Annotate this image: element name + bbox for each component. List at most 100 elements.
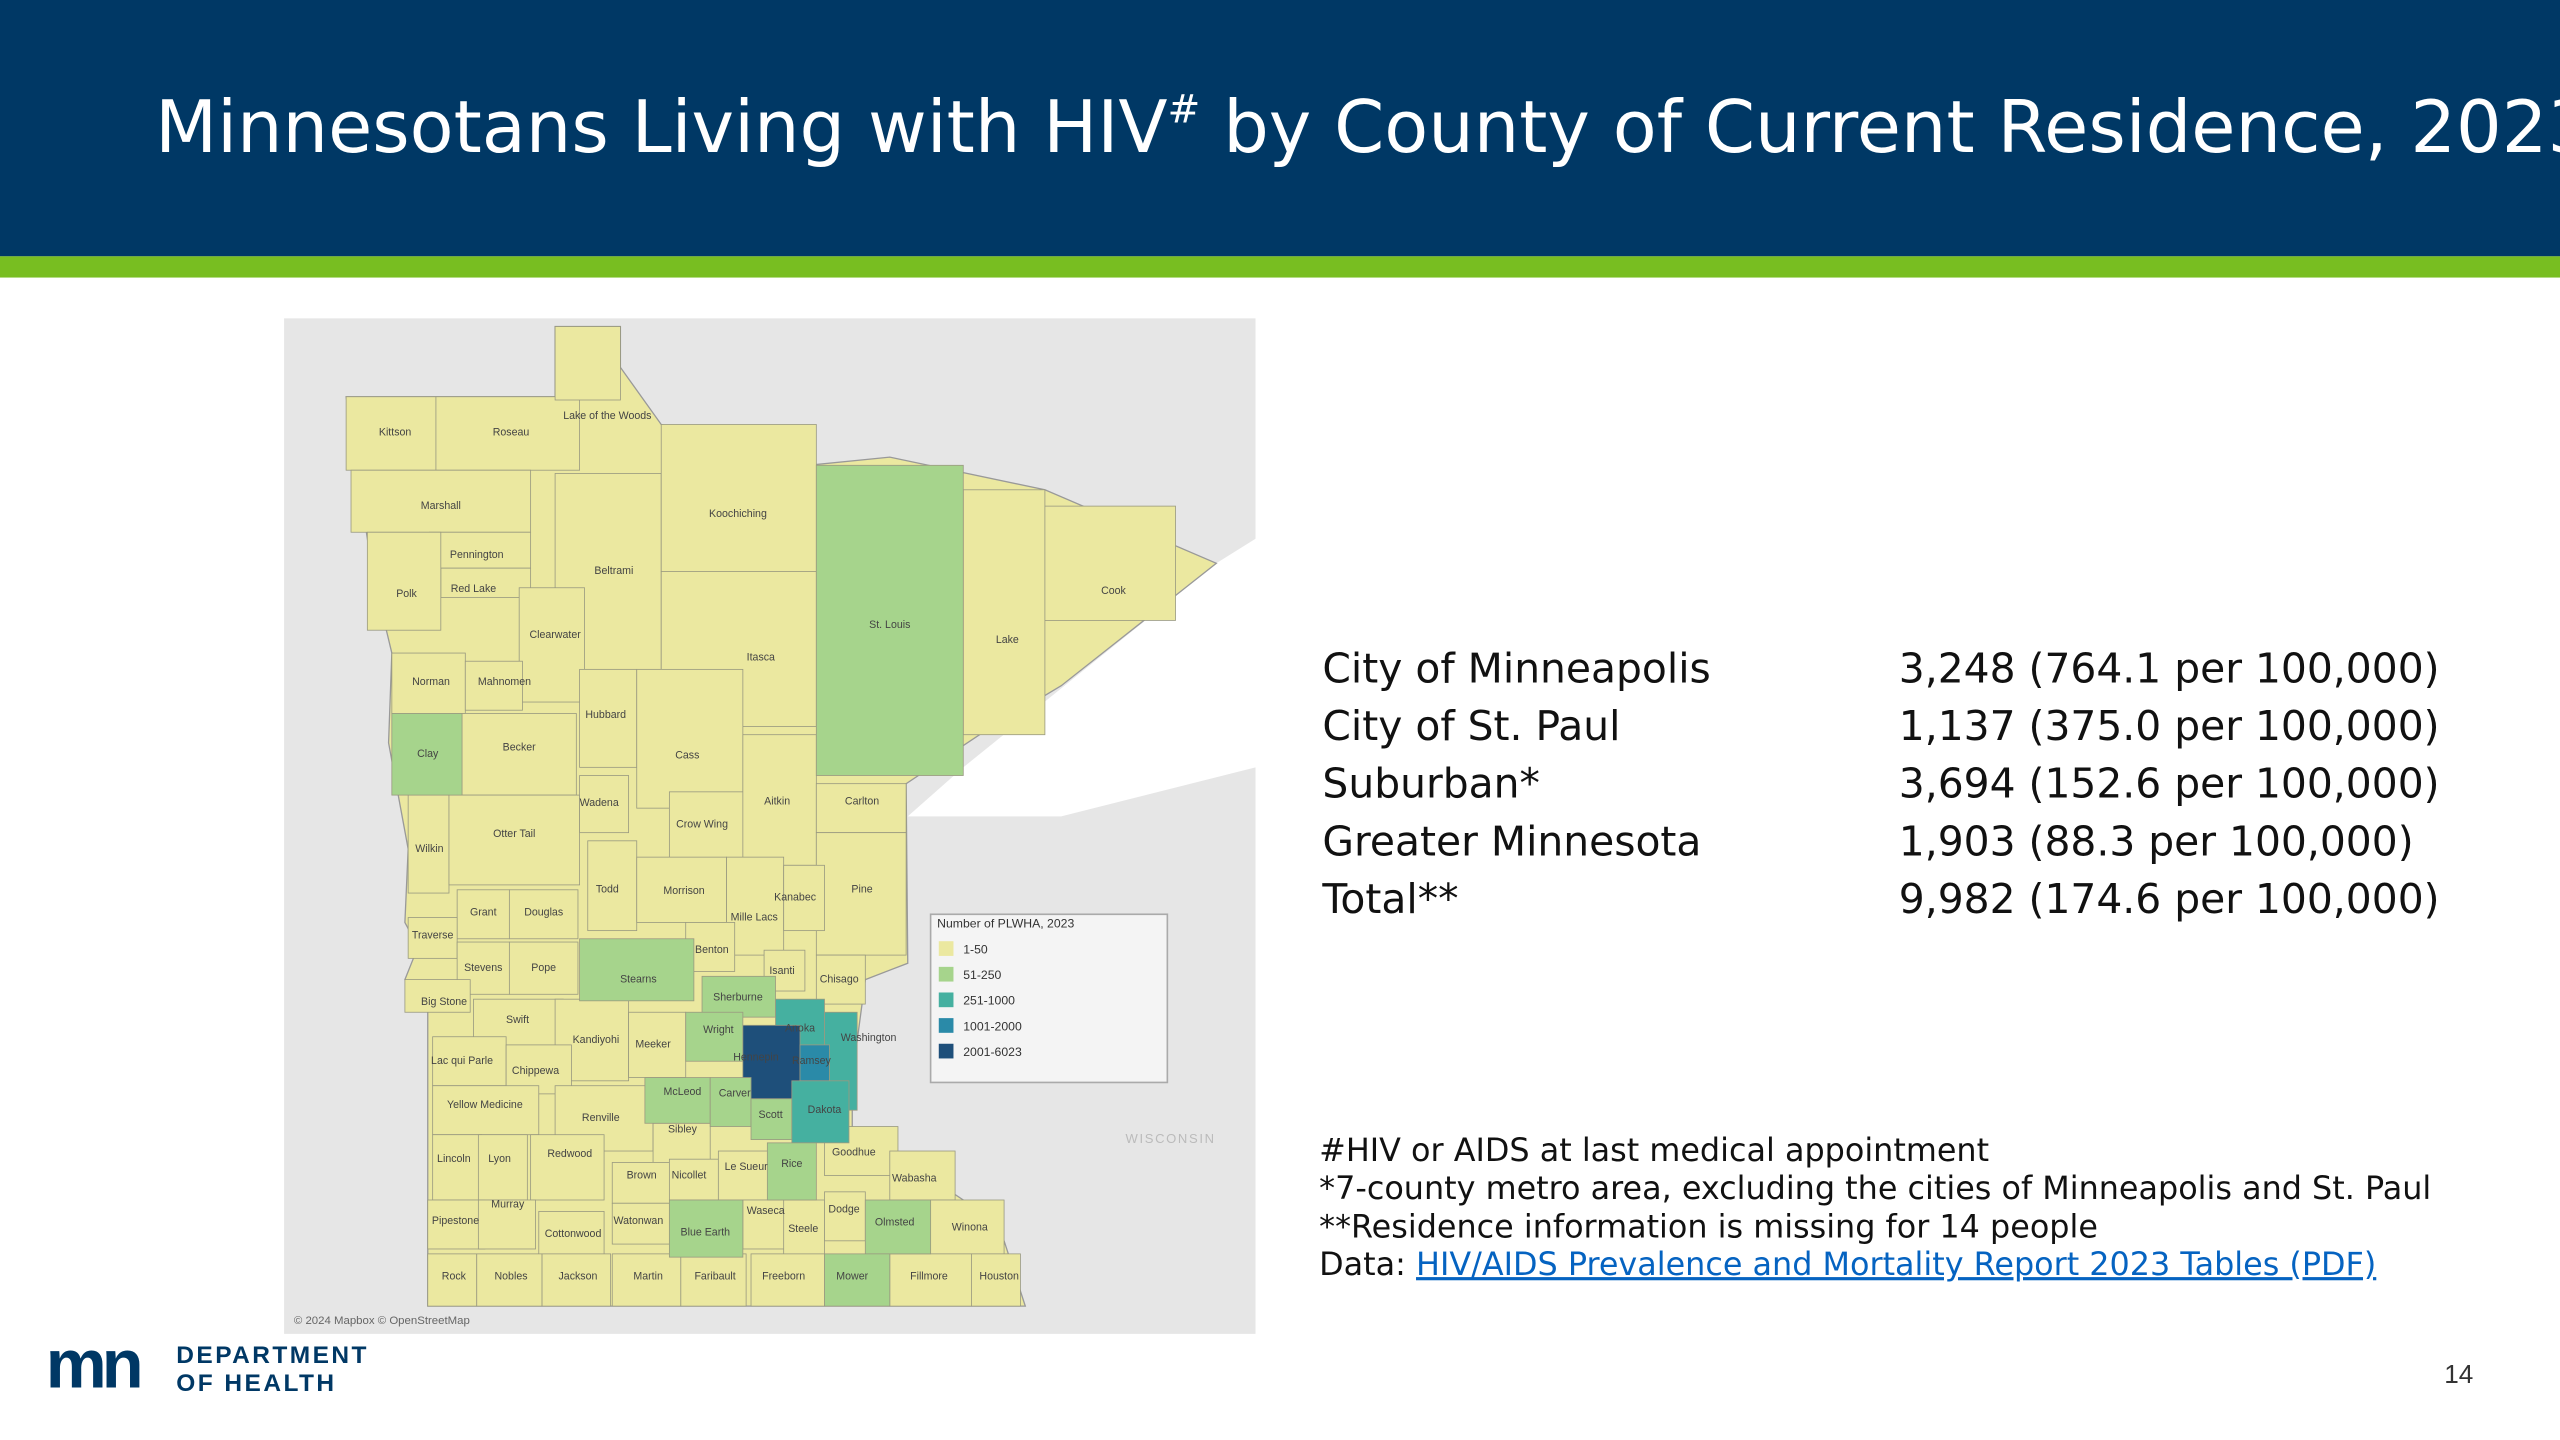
- county: [644, 1077, 711, 1124]
- stat-label: Total**: [1321, 875, 1458, 923]
- source-link-text[interactable]: HIV/AIDS Prevalence and Mortality Report…: [1416, 1245, 2376, 1283]
- county-label: Nicollet: [672, 1169, 707, 1181]
- county-label: Lac qui Parle: [431, 1055, 493, 1067]
- county-label: Anoka: [785, 1022, 815, 1034]
- legend-title: Number of PLWHA, 2023: [937, 916, 1074, 930]
- title-superscript: #: [1168, 87, 1201, 132]
- county: [508, 889, 579, 940]
- footnote: *7-county metro area, excluding the citi…: [1319, 1169, 2431, 1207]
- county-label: Polk: [396, 588, 417, 600]
- county: [456, 889, 510, 940]
- stat-value: 1,137 (375.0 per 100,000): [1899, 702, 2440, 750]
- county-label: Fillmore: [910, 1271, 948, 1283]
- stat-value: 1,903 (88.3 per 100,000): [1899, 817, 2414, 865]
- source-prefix: Data:: [1319, 1245, 1416, 1283]
- stat-label: Suburban*: [1322, 760, 1539, 808]
- county-label: Redwood: [547, 1148, 592, 1160]
- county-label: Meeker: [635, 1039, 671, 1051]
- county: [435, 396, 580, 471]
- logo-line: DEPARTMENT: [176, 1342, 369, 1369]
- legend-label: 2001-6023: [963, 1045, 1022, 1059]
- county-label: Yellow Medicine: [447, 1099, 523, 1111]
- county-label: Todd: [596, 884, 619, 896]
- county-label: Grant: [470, 906, 497, 918]
- county-label: Martin: [633, 1271, 663, 1283]
- county: [685, 1011, 744, 1062]
- county-label: Carlton: [845, 795, 879, 807]
- legend-label: 251-1000: [963, 994, 1015, 1008]
- county-label: Murray: [491, 1199, 525, 1211]
- county-label: Becker: [503, 742, 536, 754]
- title-text: Minnesotans Living with HIV: [155, 85, 1167, 169]
- county: [407, 794, 450, 894]
- county-label: Nobles: [495, 1271, 528, 1283]
- county-label: Waseca: [747, 1205, 785, 1217]
- county: [971, 1253, 1021, 1307]
- county-label: Dodge: [828, 1204, 859, 1216]
- county-labels: Kittson Roseau Lake of the Woods Marshall Pe…: [379, 410, 1127, 1282]
- county-label: Carver: [719, 1088, 751, 1100]
- county-label: Brown: [627, 1169, 657, 1181]
- county-label: Pipestone: [432, 1215, 479, 1227]
- source-link[interactable]: HIV/AIDS Prevalence and Mortality Report…: [1416, 1245, 2376, 1283]
- county: [660, 424, 817, 572]
- county-label: Blue Earth: [681, 1226, 731, 1238]
- county: [461, 713, 577, 796]
- county: [530, 1134, 605, 1201]
- county: [432, 1085, 540, 1136]
- county-label: Scott: [759, 1109, 783, 1121]
- county: [864, 1199, 932, 1255]
- county-label: Morrison: [663, 885, 704, 897]
- county: [668, 1199, 744, 1258]
- county: [476, 1253, 543, 1307]
- title-text: by County of Current Residence, 2023: [1200, 85, 2560, 169]
- county-label: Otter Tail: [493, 828, 535, 840]
- county: [448, 794, 580, 886]
- neighbor-label: WISCONSIN: [1126, 1131, 1216, 1146]
- county-label: Wadena: [580, 797, 619, 809]
- county-label: Houston: [979, 1271, 1019, 1283]
- county-label: Aitkin: [764, 795, 790, 807]
- county: [554, 326, 621, 401]
- county-label: Chisago: [820, 973, 859, 985]
- county: [579, 775, 629, 834]
- county-label: Lake: [996, 634, 1019, 646]
- county: [404, 979, 471, 1013]
- county-label: Kittson: [379, 426, 412, 438]
- county: [427, 1253, 478, 1307]
- county-label: Faribault: [694, 1271, 735, 1283]
- county: [518, 587, 585, 703]
- county: [815, 832, 907, 956]
- county-label: Mower: [836, 1271, 868, 1283]
- county: [962, 489, 1046, 736]
- county-label: Sherburne: [713, 991, 763, 1003]
- county-label: Koochiching: [709, 508, 767, 520]
- county: [889, 1150, 956, 1201]
- county-label: Lake of the Woods: [563, 410, 651, 422]
- county-label: Beltrami: [594, 565, 633, 577]
- county-label: Pope: [531, 962, 556, 974]
- county: [766, 1142, 817, 1201]
- county-label: Wilkin: [415, 843, 443, 855]
- county: [815, 954, 866, 1005]
- footnote: **Residence information is missing for 1…: [1319, 1208, 2098, 1246]
- stat-value: 9,982 (174.6 per 100,000): [1899, 875, 2440, 923]
- county: [636, 856, 727, 923]
- county-label: Freeborn: [762, 1271, 805, 1283]
- county-label: Pennington: [450, 549, 504, 561]
- county-label: Olmsted: [875, 1217, 915, 1229]
- county: [611, 1253, 682, 1307]
- legend-swatch: [938, 1018, 954, 1033]
- county: [440, 567, 532, 598]
- county-label: Chippewa: [512, 1065, 559, 1077]
- county-label: Red Lake: [451, 583, 497, 595]
- county-label: St. Louis: [869, 619, 910, 631]
- county-label: Benton: [695, 944, 729, 956]
- county-label: McLeod: [664, 1086, 702, 1098]
- county: [824, 1253, 891, 1307]
- map-attribution: © 2024 Mapbox © OpenStreetMap: [294, 1315, 470, 1327]
- county-label: Renville: [582, 1112, 620, 1124]
- county-label: Isanti: [769, 965, 794, 977]
- county-label: Roseau: [493, 426, 530, 438]
